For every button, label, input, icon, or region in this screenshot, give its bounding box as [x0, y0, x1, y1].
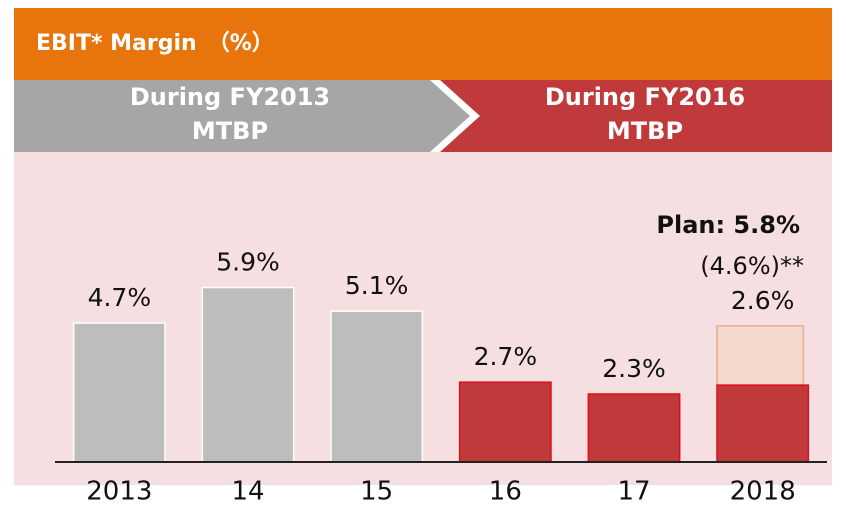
x-tick-label: 14: [231, 477, 264, 507]
data-label: 5.1%: [345, 271, 409, 300]
phase-label: During FY2013: [130, 83, 330, 111]
x-tick-label: 2018: [730, 477, 796, 507]
bar: [330, 310, 424, 463]
x-tick-label: 2013: [86, 477, 152, 507]
x-tick-label: 15: [360, 477, 393, 507]
data-label: 2.7%: [474, 342, 538, 371]
phase-arrow: [440, 80, 832, 152]
phase-arrow: [14, 80, 470, 152]
plan-annotation: Plan: 5.8%: [656, 211, 800, 239]
chart-title: EBIT* Margin （%）: [36, 31, 274, 56]
phase-label: During FY2016: [545, 83, 745, 111]
data-label: 2.6%: [731, 286, 795, 315]
data-label: 2.3%: [602, 354, 666, 383]
plan-bar: [716, 325, 805, 386]
bar: [458, 381, 552, 463]
plan-note: (4.6%)**: [700, 252, 804, 280]
bar: [201, 286, 295, 463]
bar: [72, 322, 166, 463]
phase-label: MTBP: [607, 117, 683, 145]
data-label: 5.9%: [216, 248, 280, 277]
x-tick-label: 17: [617, 477, 650, 507]
bar: [587, 393, 681, 463]
bar: [716, 384, 810, 463]
phase-label: MTBP: [192, 117, 268, 145]
x-tick-label: 16: [489, 477, 522, 507]
data-label: 4.7%: [88, 283, 152, 312]
title-bar: [14, 8, 832, 80]
